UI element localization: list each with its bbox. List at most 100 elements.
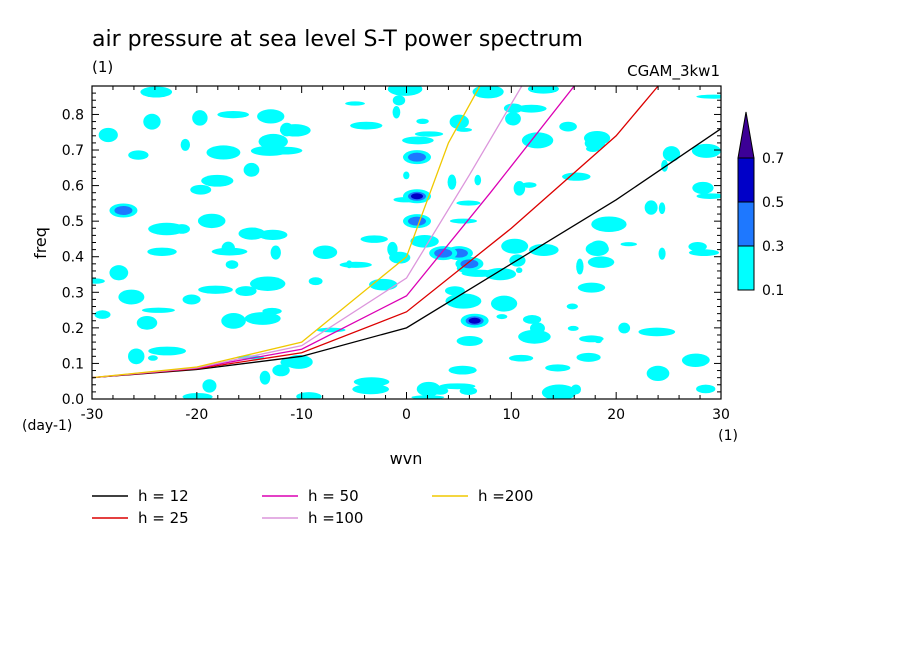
y-axis-label: freq [31,227,50,259]
legend-label: h = 12 [138,487,189,505]
legend: h = 12 h = 25 h = 50 h =100 h =200 [92,487,533,527]
contour-patch [472,86,504,99]
colorbar: 0.1 0.3 0.5 0.7 [737,111,784,299]
experiment-label: CGAM_3kw1 [627,62,720,81]
contour-patch [566,303,578,310]
contour-patch [249,276,286,291]
contour-blob-level [114,205,133,215]
contour-patch [658,202,666,215]
contour-patch [527,86,559,94]
contour-patch [182,392,213,399]
colorbar-segment [737,245,755,291]
contour-patch [279,124,311,137]
contour-patch [447,174,457,190]
contour-patch [591,216,627,233]
legend-label: h =100 [308,509,363,527]
contour-patch [403,171,410,180]
contour-patch [192,110,208,126]
contour-patch [589,240,609,255]
contour-patch [503,103,523,114]
contour-patch [350,121,383,130]
contour-patch [346,260,353,269]
contour-patch [147,355,158,361]
contour-patch [587,256,615,268]
contour-patch [308,277,323,286]
chart-subtitle: (1) [92,58,113,76]
legend-label: h = 25 [138,509,189,527]
contour-patch [594,336,603,344]
colorbar-segment [737,201,755,247]
contour-patch [445,293,482,309]
contour-patch [148,346,187,356]
contour-patch [576,258,584,275]
contour-patch [118,289,145,305]
contour-patch [416,118,429,125]
contour-patch [618,322,631,334]
contour-patch [353,263,363,268]
contour-patch [94,310,111,319]
contour-blob-level [407,216,426,226]
contour-patch [644,200,658,215]
colorbar-label: 0.5 [762,195,784,211]
contour-patch [449,114,469,130]
contour-patch [696,94,721,99]
contour-patch [456,200,481,206]
contour-patch [567,325,579,331]
contour-patch [243,162,260,177]
power-contour-fills [92,86,721,399]
contour-patch [128,348,145,365]
contour-patch [444,286,465,296]
contour-patch [360,235,388,243]
x-tick-label: 0 [402,407,411,423]
contour-patch [238,227,266,240]
contour-patch [638,327,676,337]
contour-patch [352,384,390,395]
contour-patch [449,218,478,224]
chart-title: air pressure at sea level S-T power spec… [92,27,583,52]
y-tick-label: 0.3 [62,285,84,301]
contour-patch [235,286,257,297]
contour-patch [410,235,439,248]
contour-patch [456,336,483,346]
dispersion-curve [92,128,721,379]
contour-patch [98,127,118,143]
contour-patch [696,193,721,199]
contour-patch [448,365,477,375]
contour-patch [143,113,161,130]
x-tick-label: 20 [607,407,625,423]
contour-patch [508,354,534,362]
contour-patch [696,384,716,394]
contour-patch [244,312,281,325]
contour-patch [646,365,670,382]
contour-patch [369,278,398,291]
contour-blob-level [410,193,423,200]
contour-patch [459,386,478,395]
legend-label: h = 50 [308,487,359,505]
contour-patch [522,315,542,324]
contour-patch [202,379,217,393]
contour-patch [545,364,571,372]
axis-ticks: -30 -20 -10 0 10 20 30 0.0 0.1 0.2 0.3 0.4 0.5 0.6 0.7… [62,85,730,423]
contour-patch [285,354,313,369]
x-unit-label: (1) [718,428,738,444]
colorbar-label: 0.7 [762,151,784,167]
contour-patch [257,109,285,124]
contour-patch [692,181,714,195]
contour-patch [270,245,281,260]
contour-patch [147,247,177,256]
contour-patch [530,322,545,334]
contour-patch [353,377,390,387]
contour-patch [221,241,235,255]
y-tick-label: 0.4 [62,250,84,266]
contour-patch [515,267,523,274]
x-tick-label: 30 [712,407,730,423]
x-axis-label: wvn [390,449,423,468]
contour-patch [496,314,508,320]
y-unit-label: (day-1) [22,418,72,434]
y-tick-label: 0.0 [62,392,84,408]
colorbar-label: 0.3 [762,239,784,255]
contour-patch [136,316,158,330]
contour-patch [620,242,637,247]
contour-patch [662,146,681,162]
